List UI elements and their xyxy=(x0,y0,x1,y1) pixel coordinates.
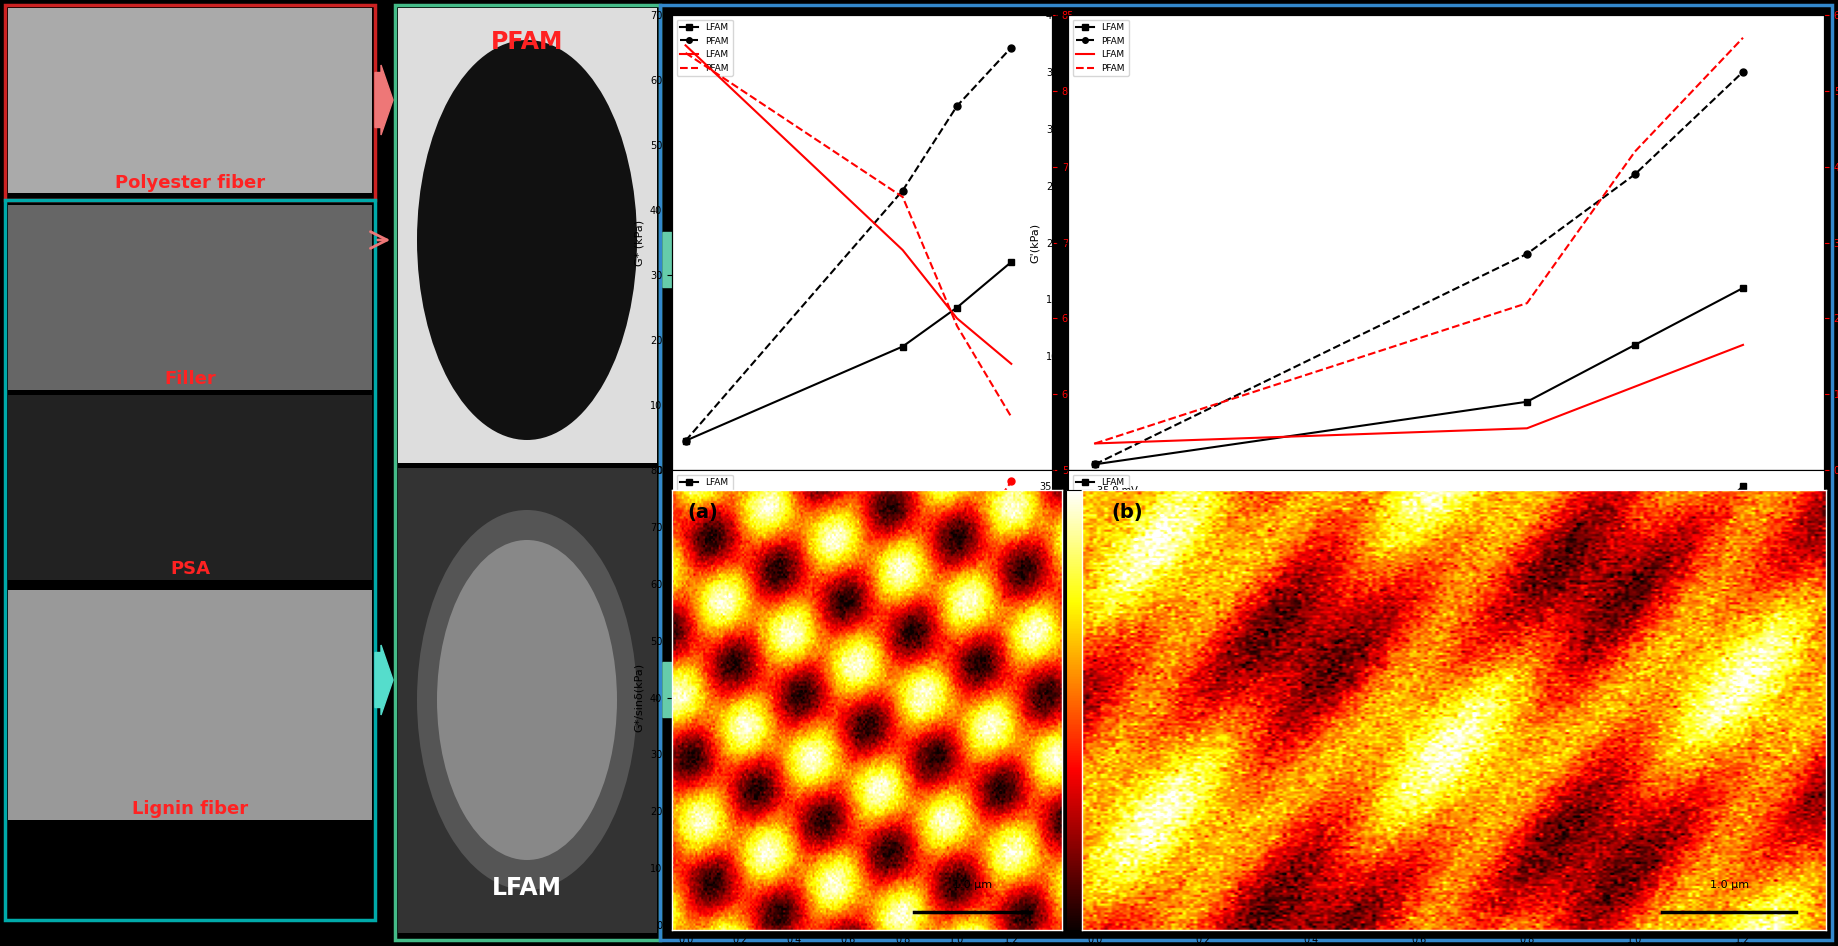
PFAM xyxy=(1408,797,1430,809)
LFAM xyxy=(675,900,697,911)
LFAM xyxy=(1193,748,1215,760)
Text: Polyester fiber: Polyester fiber xyxy=(116,174,265,192)
Y-axis label: G* (kPa): G* (kPa) xyxy=(634,219,645,266)
Bar xyxy=(7,8,371,193)
LFAM xyxy=(1731,481,1753,492)
Text: Macro test: Macro test xyxy=(754,270,888,290)
Line: PFAM: PFAM xyxy=(1092,743,1746,909)
X-axis label: Filler-asphalt ratio: Filler-asphalt ratio xyxy=(812,496,912,505)
Y-axis label: δ (°): δ (°) xyxy=(1079,230,1090,254)
Legend: LFAM, PFAM: LFAM, PFAM xyxy=(1073,475,1129,504)
LFAM xyxy=(1516,725,1538,736)
Legend: LFAM, PFAM, LFAM, PFAM: LFAM, PFAM, LFAM, PFAM xyxy=(676,20,733,77)
PFAM xyxy=(1193,752,1215,763)
LFAM xyxy=(1000,703,1022,714)
Text: Filler: Filler xyxy=(164,370,215,388)
PFAM xyxy=(1516,900,1538,911)
Text: 1.0 μm: 1.0 μm xyxy=(1709,881,1748,890)
PFAM xyxy=(1731,822,1753,833)
Y-axis label: G*/sinδ(kPa): G*/sinδ(kPa) xyxy=(634,663,645,732)
Legend: LFAM, PFAM: LFAM, PFAM xyxy=(676,475,733,504)
LFAM xyxy=(1299,736,1322,747)
Text: PFAM: PFAM xyxy=(491,30,562,54)
LFAM xyxy=(891,806,913,817)
Ellipse shape xyxy=(437,540,618,860)
Line: LFAM: LFAM xyxy=(682,706,1015,908)
Y-axis label: Creep stiffness (MPa): Creep stiffness (MPa) xyxy=(1024,639,1035,757)
Bar xyxy=(6,200,375,920)
LFAM xyxy=(1625,578,1647,589)
Y-axis label: G'(kPa): G'(kPa) xyxy=(1031,222,1040,263)
Bar xyxy=(7,590,371,820)
Bar xyxy=(7,205,371,390)
Bar xyxy=(660,5,1832,940)
FancyArrow shape xyxy=(375,645,393,715)
Bar xyxy=(395,5,660,940)
FancyArrow shape xyxy=(664,655,686,725)
Bar xyxy=(399,8,656,463)
PFAM xyxy=(1000,476,1022,487)
Line: LFAM: LFAM xyxy=(1092,482,1746,758)
PFAM xyxy=(675,900,697,911)
PFAM xyxy=(1084,741,1106,752)
Bar xyxy=(7,8,371,193)
PFAM xyxy=(891,640,913,652)
Text: Micro test: Micro test xyxy=(757,690,884,710)
LFAM xyxy=(1408,732,1430,744)
PFAM xyxy=(1625,851,1647,863)
Line: PFAM: PFAM xyxy=(682,478,1015,908)
FancyArrow shape xyxy=(375,65,393,135)
Ellipse shape xyxy=(417,510,638,890)
Ellipse shape xyxy=(417,40,638,440)
Text: (b): (b) xyxy=(1112,503,1143,522)
Text: PSA: PSA xyxy=(169,560,210,578)
Text: (a): (a) xyxy=(687,503,719,522)
Text: Lignin fiber: Lignin fiber xyxy=(132,800,248,818)
Bar xyxy=(7,395,371,580)
Legend: LFAM, PFAM, LFAM, PFAM: LFAM, PFAM, LFAM, PFAM xyxy=(1073,20,1129,77)
PFAM xyxy=(1299,773,1322,784)
PFAM xyxy=(947,555,969,567)
X-axis label: Filler-asphalt ratio: Filler-asphalt ratio xyxy=(1395,496,1496,505)
FancyArrow shape xyxy=(664,225,686,295)
Bar xyxy=(399,468,656,933)
Bar xyxy=(6,5,375,200)
Text: LFAM: LFAM xyxy=(493,876,562,900)
LFAM xyxy=(947,760,969,771)
Text: 1.0 μm: 1.0 μm xyxy=(952,881,993,890)
LFAM xyxy=(1084,741,1106,752)
